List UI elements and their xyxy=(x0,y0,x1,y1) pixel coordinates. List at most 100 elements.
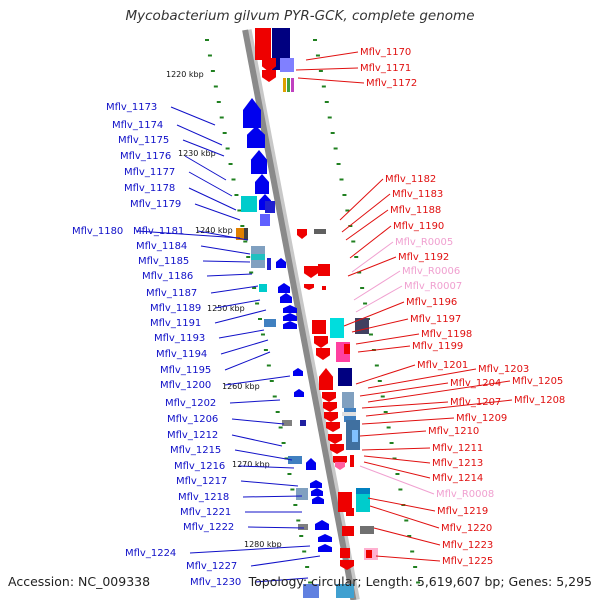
gene-block xyxy=(352,430,358,442)
gene-block xyxy=(300,420,306,426)
gene-block xyxy=(280,58,294,72)
gene-label-left: Mflv_1221 xyxy=(180,507,231,518)
label-leader-line xyxy=(365,399,513,417)
gene-block xyxy=(259,284,267,292)
kbp-label: 1250 kbp xyxy=(207,304,245,313)
gene-label-right: Mflv_1207 xyxy=(450,397,501,408)
gene-label-right: Mflv_1204 xyxy=(450,378,501,389)
gene-arrow-forward xyxy=(283,305,297,313)
gene-label-left: Mflv_1206 xyxy=(167,414,218,425)
kbp-label: 1260 kbp xyxy=(222,382,260,391)
gene-block xyxy=(346,508,354,516)
gene-arrow-reverse xyxy=(335,462,345,470)
gene-label-right: Mflv_1225 xyxy=(442,556,493,567)
gene-arrow-forward xyxy=(294,389,304,397)
gene-label-left: Mflv_1181 xyxy=(133,226,184,237)
gene-block xyxy=(342,392,354,408)
gene-label-right: Mflv_1201 xyxy=(417,360,468,371)
gene-arrow-reverse xyxy=(322,392,336,402)
label-leader-line xyxy=(202,260,251,263)
gene-label-right: Mflv_1199 xyxy=(412,341,463,352)
gene-arrow-reverse xyxy=(316,348,330,360)
gene-label-right: Mflv_1170 xyxy=(360,47,411,58)
gene-block xyxy=(267,258,271,270)
kbp-label: 1280 kbp xyxy=(244,540,282,549)
gene-block xyxy=(236,228,244,240)
label-leader-line xyxy=(170,106,216,126)
label-leader-line xyxy=(238,465,295,469)
gene-arrow-reverse xyxy=(314,336,328,348)
gene-label-left: Mflv_1230 xyxy=(190,577,241,588)
label-leader-line xyxy=(234,449,293,461)
label-leader-line xyxy=(305,51,359,61)
label-leader-line xyxy=(188,171,233,197)
gene-block xyxy=(303,584,319,598)
gene-block xyxy=(338,368,352,386)
gene-label-right: Mflv_1213 xyxy=(432,458,483,469)
gene-block xyxy=(318,264,330,276)
label-leader-line xyxy=(359,465,435,495)
gene-block xyxy=(265,201,275,213)
gene-block xyxy=(344,344,350,354)
gene-block xyxy=(296,488,308,500)
gene-label-right: Mflv_1210 xyxy=(428,426,479,437)
gene-label-right: Mflv_1192 xyxy=(398,252,449,263)
gene-arrow-reverse xyxy=(330,444,344,454)
label-leader-line xyxy=(355,364,416,385)
gene-label-right: Mflv_1198 xyxy=(421,329,472,340)
kbp-label: 1230 kbp xyxy=(178,149,216,158)
rna-label-right: Mflv_R0005 xyxy=(395,237,453,248)
label-leader-line xyxy=(361,447,431,451)
gene-block xyxy=(291,78,294,92)
gene-label-left: Mflv_1195 xyxy=(160,365,211,376)
gene-block xyxy=(330,318,344,338)
label-leader-line xyxy=(182,139,225,157)
gene-arrow-reverse xyxy=(262,70,276,82)
label-leader-line xyxy=(214,309,267,324)
label-leader-line xyxy=(229,399,281,404)
gene-label-left: Mflv_1176 xyxy=(120,151,171,162)
kbp-label: 1220 kbp xyxy=(166,70,204,79)
gene-arrow-forward xyxy=(280,293,292,303)
gene-block xyxy=(283,78,286,92)
gene-label-left: Mflv_1200 xyxy=(160,380,211,391)
label-leader-line xyxy=(359,430,427,437)
genome-backbone xyxy=(242,29,357,600)
gene-label-left: Mflv_1193 xyxy=(154,333,205,344)
label-leader-line xyxy=(231,418,285,425)
gene-arrow-forward xyxy=(251,150,267,174)
gene-arrow-forward xyxy=(312,496,324,504)
gene-arrow-forward xyxy=(310,480,322,488)
kbp-label: 1270 kbp xyxy=(232,460,270,469)
gene-arrow-forward xyxy=(278,283,290,293)
label-leader-line xyxy=(194,203,241,221)
map-title: Mycobacterium gilvum PYR-GCK, complete g… xyxy=(125,8,475,24)
gene-block xyxy=(366,550,372,558)
gene-block xyxy=(288,456,302,464)
label-leader-line xyxy=(136,230,241,239)
label-leader-line xyxy=(247,526,305,529)
label-leader-line xyxy=(206,273,253,277)
gene-block xyxy=(350,455,354,467)
gene-label-left: Mflv_1224 xyxy=(125,548,176,559)
gene-label-right: Mflv_1219 xyxy=(437,506,488,517)
gene-block xyxy=(244,228,248,240)
gene-arrow-forward xyxy=(276,258,286,268)
label-leader-line xyxy=(373,527,441,546)
gene-label-left: Mflv_1175 xyxy=(118,135,169,146)
label-leader-line xyxy=(355,285,403,313)
gene-label-right: Mflv_1183 xyxy=(392,189,443,200)
gene-arrow-forward xyxy=(311,488,323,496)
gene-block xyxy=(338,492,352,512)
label-leader-line xyxy=(224,375,291,386)
gene-block xyxy=(314,229,326,234)
gene-arrow-forward xyxy=(315,520,329,530)
gene-block xyxy=(264,319,276,327)
gene-label-left: Mflv_1174 xyxy=(112,120,163,131)
label-leader-line xyxy=(220,339,269,355)
label-leader-line xyxy=(218,329,265,339)
label-leader-line xyxy=(254,577,309,583)
gene-block xyxy=(356,488,370,494)
label-leader-line xyxy=(349,225,392,259)
